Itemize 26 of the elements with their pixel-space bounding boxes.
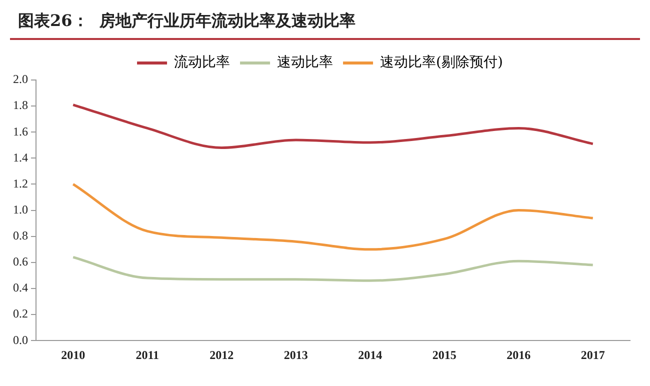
y-tick-label: 1.0 (13, 202, 28, 216)
x-tick-label: 2014 (358, 348, 382, 362)
y-tick-label: 2.0 (13, 72, 28, 86)
x-tick-label: 2017 (580, 348, 605, 362)
y-tick-label: 0.0 (13, 332, 28, 347)
x-tick-label: 2011 (136, 348, 160, 362)
y-tick-label: 0.4 (13, 280, 28, 295)
legend-label: 流动比率 (174, 54, 230, 71)
y-tick-label: 1.8 (13, 98, 28, 112)
x-tick-label: 2016 (506, 348, 531, 362)
y-tick-label: 1.6 (13, 124, 28, 138)
x-tick-label: 2012 (210, 348, 234, 362)
x-tick-label: 2013 (284, 348, 308, 362)
y-tick-label: 1.4 (13, 150, 28, 164)
line-series (72, 256, 594, 282)
line-series (72, 104, 594, 150)
line-series (72, 182, 594, 251)
x-tick-label: 2010 (61, 348, 86, 362)
y-tick-label: 0.6 (13, 254, 28, 269)
x-tick-label: 2015 (432, 348, 456, 362)
legend-label: 速动比率 (277, 54, 334, 71)
y-tick-label: 0.2 (13, 306, 28, 321)
y-tick-label: 0.8 (13, 228, 28, 243)
chart-title: 图表26： 房地产行业历年流动比率及速动比率 (10, 4, 640, 40)
legend-label: 速动比率(剔除预付) (380, 54, 503, 71)
y-tick-label: 1.2 (13, 176, 28, 190)
